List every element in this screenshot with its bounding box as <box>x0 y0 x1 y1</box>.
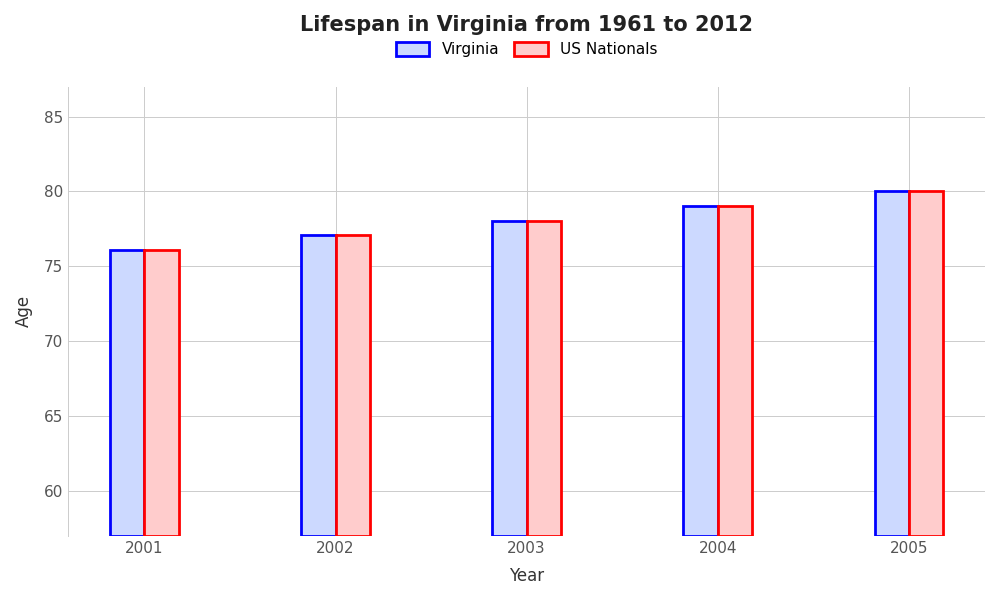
Bar <box>492 221 527 536</box>
Bar <box>336 235 370 536</box>
Title: Lifespan in Virginia from 1961 to 2012: Lifespan in Virginia from 1961 to 2012 <box>300 15 753 35</box>
X-axis label: Year: Year <box>509 567 544 585</box>
Bar <box>144 250 179 536</box>
Bar <box>527 221 561 536</box>
Bar <box>875 191 909 536</box>
Bar <box>301 235 336 536</box>
Y-axis label: Age: Age <box>15 295 33 328</box>
Bar <box>110 250 144 536</box>
Bar <box>683 206 718 536</box>
Bar <box>718 206 752 536</box>
Bar <box>909 191 943 536</box>
Legend: Virginia, US Nationals: Virginia, US Nationals <box>390 36 664 63</box>
